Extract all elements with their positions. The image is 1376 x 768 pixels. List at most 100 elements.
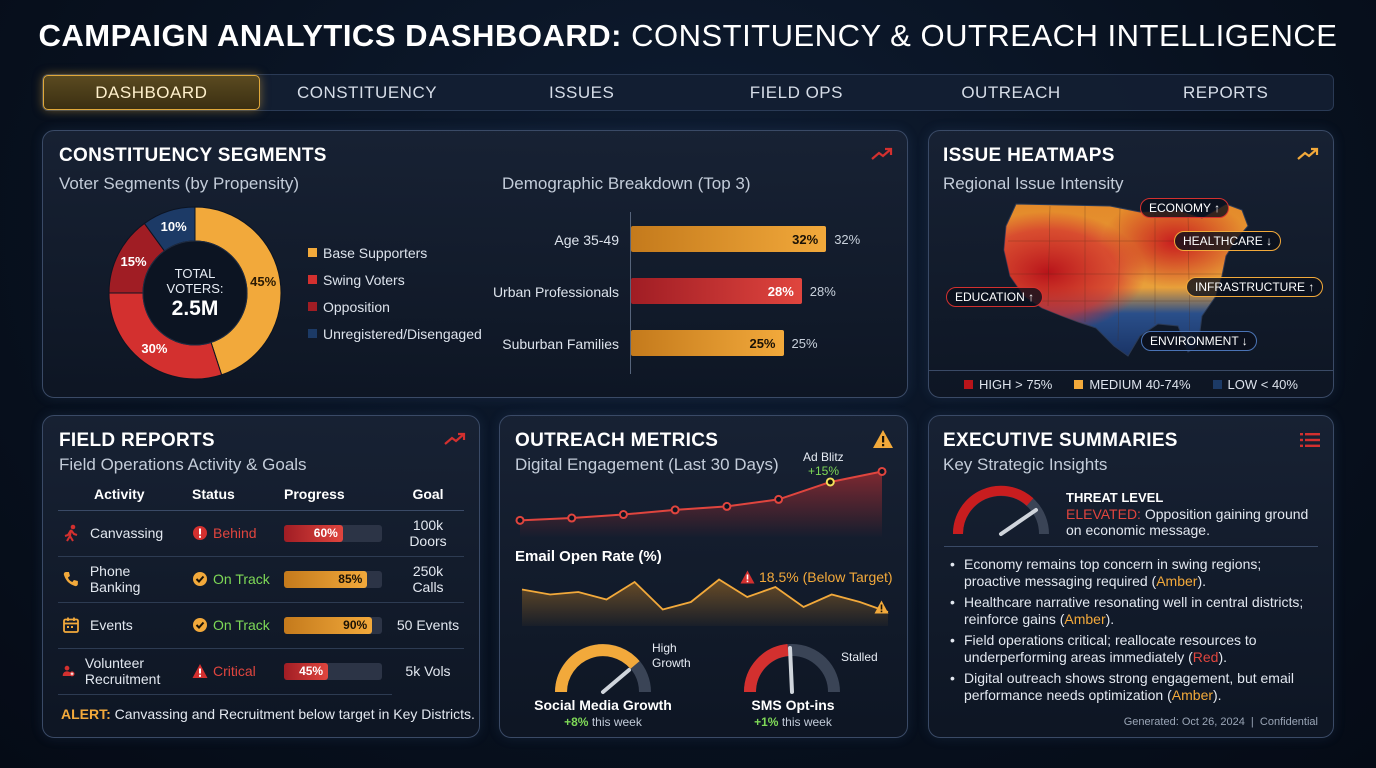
sms-gauge [743,644,840,694]
legend-swatch [308,302,317,311]
tab-field-ops[interactable]: FIELD OPS [749,82,843,102]
col-progress: Progress [280,484,392,511]
email-note-text: 18.5% (Below Target) [759,569,893,585]
table-row[interactable]: Canvassing Behind 60% 100k Doors [58,510,464,557]
trend-up-icon[interactable] [443,431,467,447]
tab-dashboard[interactable]: DASHBOARD [43,75,260,110]
threat-gauge [952,485,1049,536]
threat-text: Opposition gaining ground on economic me… [1066,506,1309,538]
executive-subtitle: Key Strategic Insights [943,455,1108,474]
email-title: Email Open Rate (%) [515,548,662,565]
social-change: +8% this week [503,715,703,729]
legend-low-label: LOW < 40% [1227,376,1298,392]
demo-axis-line [630,212,631,374]
field-table: Activity Status Progress Goal Canvassing… [58,484,464,695]
legend-swatch [1212,379,1222,389]
warning-icon [192,664,208,678]
trend-up-icon[interactable] [1296,146,1320,162]
tab-issues[interactable]: ISSUES [549,82,615,102]
donut-center-line1: TOTAL [174,266,216,281]
status-cell: Critical [188,648,280,695]
warning-icon [874,600,889,614]
title-bold: CAMPAIGN ANALYTICS DASHBOARD: [38,18,622,53]
trend-up-icon[interactable] [870,146,894,162]
activity-cell: Events [58,602,188,649]
check-icon [193,618,207,632]
issue-tag-healthcare[interactable]: HEALTHCARE ↓ [1174,231,1282,251]
warning-icon[interactable] [872,429,894,449]
error-icon [193,526,207,540]
email-area [522,579,888,626]
constituency-title: CONSTITUENCY SEGMENTS [59,145,327,166]
engagement-line [519,470,883,522]
table-row[interactable]: Volunteer Recruitment Critical 45% 5k Vo… [58,648,464,695]
demo-bar: 25% [631,330,784,356]
legend-high: HIGH > 75% [964,377,1052,392]
progress-fill: 85% [284,570,368,588]
insight-end: ). [1218,649,1228,665]
nav-tabs: DASHBOARD CONSTITUENCY ISSUES FIELD OPS … [42,74,1334,111]
issues-title: ISSUE HEATMAPS [943,145,1115,166]
engagement-point[interactable] [722,501,732,511]
demo-subtitle: Demographic Breakdown (Top 3) [502,174,751,193]
activity-cell: Phone Banking [58,556,188,603]
bar-value-label: 32% [834,232,861,247]
tab-outreach[interactable]: OUTREACH [961,82,1061,102]
insight-end: ). [1105,611,1115,627]
engagement-point[interactable] [515,515,525,525]
field-alert: ALERT: Canvassing and Recruitment below … [61,706,475,722]
issue-tag-infrastructure[interactable]: INFRASTRUCTURE ↑ [1186,277,1324,297]
email-line [521,578,889,613]
voter-segments-donut [108,206,282,380]
social-gauge [555,644,651,694]
activity-label: Volunteer Recruitment [84,655,161,687]
legend-item: Swing Voters [308,266,482,293]
engagement-point[interactable] [774,494,784,504]
status-cell: Behind [188,510,280,557]
legend-medium-label: MEDIUM 40-74% [1089,376,1191,392]
sms-change-value: +1% [754,715,779,729]
tab-constituency[interactable]: CONSTITUENCY [296,82,438,102]
engagement-point[interactable] [670,505,680,515]
social-change-value: +8% [564,715,589,729]
status-label: Behind [213,525,257,541]
tab-reports[interactable]: REPORTS [1183,82,1269,102]
field-subtitle: Field Operations Activity & Goals [59,455,307,474]
issue-tag-environment[interactable]: ENVIRONMENT ↓ [1141,331,1257,351]
engagement-line-chart [515,466,887,538]
sms-label: SMS Opt-ins [751,697,835,713]
insight-tag: Amber [1156,573,1198,589]
table-row[interactable]: Events On Track 90% 50 Events [58,602,464,649]
sms-change: +1% this week [693,715,893,729]
table-row[interactable]: Phone Banking On Track 85% 250k Calls [58,556,464,603]
legend-label: Unregistered/Disengaged [323,325,482,342]
engagement-point[interactable] [825,477,835,487]
donut-legend: Base Supporters Swing Voters Opposition … [308,239,482,347]
insight-tag: Amber [1064,611,1106,627]
issue-tag-education[interactable]: EDUCATION ↑ [946,287,1044,307]
legend-low: LOW < 40% [1212,376,1298,392]
engagement-area [520,471,882,538]
legend-swatch [308,329,317,338]
executive-title: EXECUTIVE SUMMARIES [943,430,1178,451]
goal-cell: 250k Calls [392,556,464,603]
insight-item: Digital outreach shows strong engagement… [950,670,1318,704]
insight-item: Economy remains top concern in swing reg… [950,556,1318,590]
engagement-point[interactable] [877,466,887,476]
status-cell: On Track [188,556,280,603]
issues-subtitle: Regional Issue Intensity [943,174,1124,193]
activity-label: Canvassing [90,525,164,541]
donut-value-label: 45% [250,274,277,290]
calendar-icon [63,617,79,633]
engagement-point[interactable] [567,513,577,523]
progress-cell: 45% [280,648,392,695]
list-icon[interactable] [1300,432,1320,448]
donut-value-label: 15% [120,253,147,269]
insight-item: Healthcare narrative resonating well in … [950,594,1318,628]
legend-swatch [308,275,317,284]
engagement-point[interactable] [618,510,628,520]
bar-category-label: Suburban Families [502,336,619,352]
status-cell: On Track [188,602,280,649]
issue-tag-economy[interactable]: ECONOMY ↑ [1140,198,1230,218]
insight-end: ). [1213,687,1222,703]
